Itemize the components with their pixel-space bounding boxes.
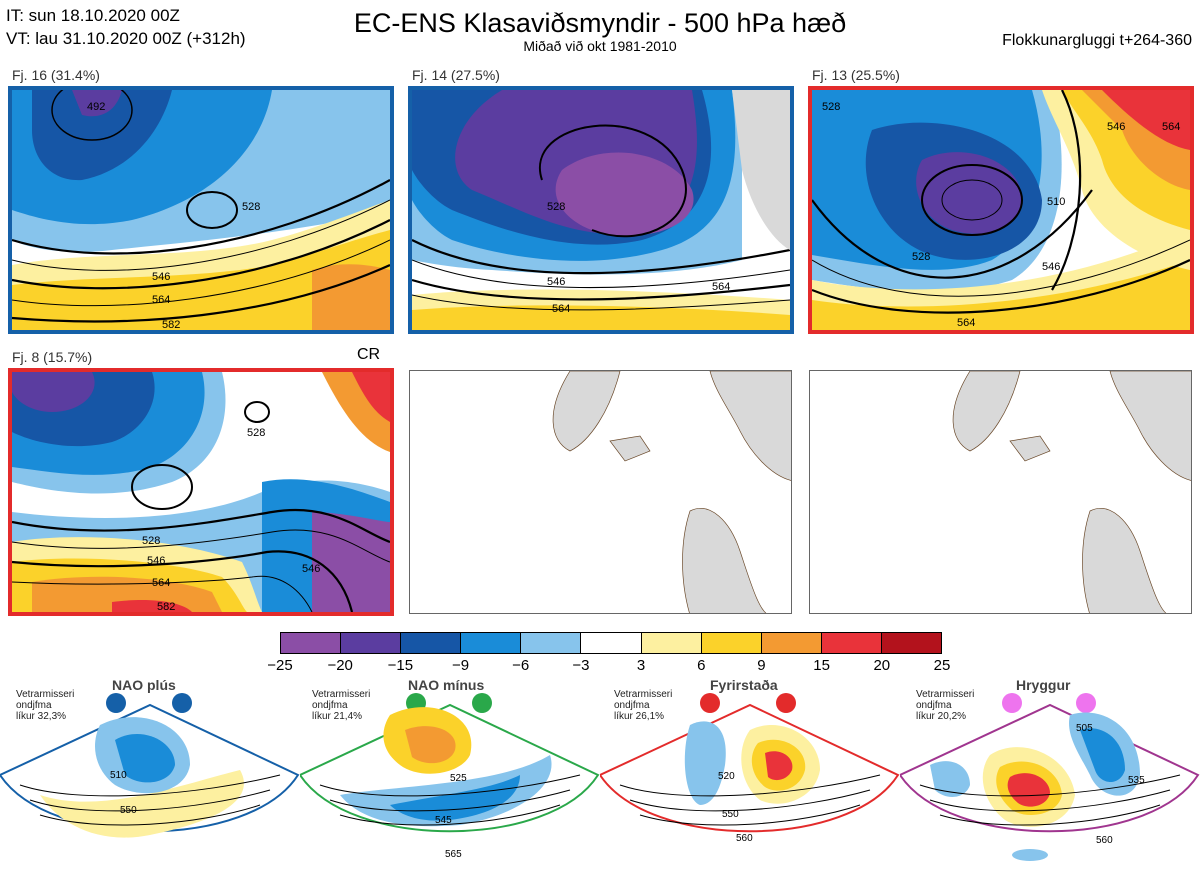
header-times: IT: sun 18.10.2020 00Z VT: lau 31.10.202… [6, 4, 246, 50]
colorbar-swatch [281, 633, 342, 653]
panel-1-label: Fj. 16 (31.4%) [12, 67, 100, 83]
colorbar-tick-label: −15 [387, 657, 414, 674]
contour-label: 528 [247, 427, 265, 439]
colorbar-tick-label: 3 [636, 657, 646, 674]
regime-dot [1002, 693, 1022, 713]
colorbar-swatch [461, 633, 522, 653]
panel-3-label: Fj. 13 (25.5%) [812, 67, 900, 83]
panel-4-extra: CR [357, 346, 381, 363]
regime-contour-label: 535 [1128, 775, 1145, 786]
regime-contour-label: 545 [435, 815, 452, 826]
regime-contour-label: 510 [110, 770, 127, 781]
regime-note: Vetrarmisseri ondjfma líkur 20,2% [916, 689, 975, 722]
regime-contour-label: 560 [736, 833, 753, 844]
regime-ridge: Vetrarmisseri ondjfma líkur 20,2% Hryggur … [900, 675, 1200, 871]
classification-window: Flokkunargluggi t+264-360 [1002, 32, 1192, 49]
regime-contour-label: 560 [1096, 835, 1113, 846]
cluster-map-panel-1: 492 528 546 564 582 [8, 86, 394, 334]
contour-label: 546 [1042, 261, 1060, 273]
contour-label: 564 [552, 303, 570, 315]
colorbar-tick-label: −9 [451, 657, 470, 674]
page-title: EC-ENS Klasaviðsmyndir - 500 hPa hæð [353, 8, 847, 38]
contour-label: 564 [712, 281, 730, 293]
colorbar-tick-label: −20 [327, 657, 353, 674]
regime-dot [172, 693, 192, 713]
colorbar-swatch [881, 633, 942, 653]
colorbar-swatch [581, 633, 642, 653]
panel-4-label: Fj. 8 (15.7%) [12, 349, 93, 365]
contour-label: 564 [957, 317, 975, 329]
contour-label: 582 [162, 319, 180, 330]
initial-time: IT: sun 18.10.2020 00Z [6, 6, 180, 25]
colorbar-tick-label: 15 [813, 657, 830, 674]
colorbar-swatch [701, 633, 762, 653]
contour-label: 528 [912, 251, 930, 263]
regime-contour-label: 520 [718, 771, 735, 782]
contour-label: 546 [547, 276, 565, 288]
regime-contour-label: 525 [450, 773, 467, 784]
regime-note: Vetrarmisseri ondjfma líkur 26,1% [614, 689, 673, 722]
regime-dot [700, 693, 720, 713]
colorbar-tick-label: 9 [757, 657, 766, 674]
colorbar-swatch [521, 633, 582, 653]
contour-label: 528 [242, 201, 260, 213]
contour-label: 546 [1107, 121, 1125, 133]
cluster-map-panel-2: 528 546 564 564 [408, 86, 794, 334]
contour-label: 528 [142, 535, 160, 547]
colorbar-tick-label: −6 [512, 657, 530, 674]
colorbar-tick-label: 6 [697, 657, 706, 674]
regime-nao-minus: Vetrarmisseri ondjfma líkur 21,4% NAO mínu… [300, 675, 600, 871]
regime-dot [472, 693, 492, 713]
regime-note: Vetrarmisseri ondjfma líkur 21,4% [312, 689, 371, 722]
colorbar-swatch [401, 633, 462, 653]
valid-time: VT: lau 31.10.2020 00Z (+312h) [6, 29, 246, 48]
contour-label: 528 [547, 201, 565, 213]
regime-contour-label: 505 [1076, 723, 1093, 734]
regime-nao-plus: Vetrarmisseri ondjfma líkur 32,3% NAO plús… [0, 675, 300, 871]
colorbar-swatch [761, 633, 822, 653]
cluster-map-panel-3: 528 546 564 510 528 546 564 [808, 86, 1194, 334]
contour-label: 546 [147, 555, 165, 567]
colorbar-swatch [341, 633, 402, 653]
regime-dot [1076, 693, 1096, 713]
anomaly-colorbar [280, 632, 942, 654]
colorbar-tick-label: −25 [267, 657, 293, 674]
cluster-map-panel-4: 528 528 546 564 582 546 [8, 368, 394, 616]
regime-contour-label: 565 [445, 849, 462, 860]
panel-2-label: Fj. 14 (27.5%) [412, 67, 500, 83]
colorbar-tick-label: 25 [933, 657, 951, 674]
contour-label: 564 [1162, 121, 1180, 133]
regime-contour-label: 550 [722, 809, 739, 820]
colorbar-swatch [821, 633, 882, 653]
colorbar-tick-label: −3 [572, 657, 590, 674]
contour-label: 546 [152, 271, 170, 283]
regime-dot [776, 693, 796, 713]
empty-map-panel-1 [409, 370, 792, 614]
regime-name: Hryggur [1016, 677, 1071, 693]
contour-label: 546 [302, 563, 320, 575]
contour-label: 492 [87, 101, 105, 113]
contour-label: 564 [152, 577, 170, 589]
regime-blocking: Vetrarmisseri ondjfma líkur 26,1% Fyrirsta… [600, 675, 900, 871]
empty-map-panel-2 [809, 370, 1192, 614]
regime-note: Vetrarmisseri ondjfma líkur 32,3% [16, 689, 75, 722]
colorbar-swatch [641, 633, 702, 653]
contour-label: 582 [157, 601, 175, 612]
contour-label: 564 [152, 294, 170, 306]
regime-name: NAO plús [112, 677, 176, 693]
colorbar-tick-label: 20 [873, 657, 891, 674]
contour-label: 528 [822, 101, 840, 113]
contour-label: 510 [1047, 196, 1065, 208]
regime-name: Fyrirstaða [710, 677, 778, 693]
regime-dot [106, 693, 126, 713]
page-subtitle: Miðað við okt 1981-2010 [523, 38, 677, 54]
regime-contour-label: 550 [120, 805, 137, 816]
regime-name: NAO mínus [408, 677, 485, 693]
